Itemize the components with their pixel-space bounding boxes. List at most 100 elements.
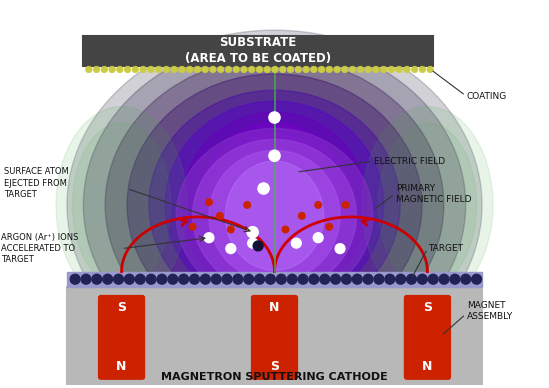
Circle shape	[266, 274, 276, 284]
Circle shape	[335, 244, 345, 253]
Circle shape	[349, 66, 356, 73]
Text: S: S	[117, 301, 126, 314]
Circle shape	[92, 274, 102, 284]
Circle shape	[404, 66, 410, 73]
Circle shape	[341, 274, 351, 284]
Circle shape	[258, 183, 269, 194]
Circle shape	[315, 202, 322, 208]
Circle shape	[374, 274, 384, 284]
Circle shape	[211, 274, 221, 284]
Circle shape	[253, 241, 263, 251]
Circle shape	[146, 274, 156, 284]
Bar	[83, 36, 433, 66]
Ellipse shape	[362, 107, 493, 303]
Circle shape	[450, 274, 460, 284]
Circle shape	[155, 66, 162, 73]
Circle shape	[373, 66, 379, 73]
Circle shape	[396, 66, 402, 73]
Circle shape	[217, 66, 224, 73]
Circle shape	[311, 66, 317, 73]
Circle shape	[341, 66, 348, 73]
Circle shape	[357, 66, 363, 73]
Circle shape	[222, 274, 232, 284]
Circle shape	[179, 274, 188, 284]
Circle shape	[264, 66, 271, 73]
Circle shape	[226, 244, 236, 253]
Ellipse shape	[378, 123, 477, 287]
Ellipse shape	[209, 150, 340, 281]
Circle shape	[461, 274, 470, 284]
Ellipse shape	[105, 57, 444, 352]
Text: TARGET: TARGET	[429, 244, 463, 253]
Circle shape	[256, 66, 263, 73]
Circle shape	[233, 274, 243, 284]
Circle shape	[124, 66, 131, 73]
Circle shape	[472, 274, 481, 284]
Circle shape	[269, 150, 280, 161]
Circle shape	[419, 66, 425, 73]
Text: ARGON (Ar⁺) IONS
ACCELERATED TO
TARGET: ARGON (Ar⁺) IONS ACCELERATED TO TARGET	[2, 233, 79, 264]
FancyBboxPatch shape	[251, 296, 298, 379]
Circle shape	[411, 66, 418, 73]
Circle shape	[200, 274, 210, 284]
Circle shape	[163, 66, 170, 73]
Circle shape	[217, 213, 223, 219]
Text: S: S	[270, 360, 279, 372]
Circle shape	[276, 274, 286, 284]
Circle shape	[407, 274, 416, 284]
FancyBboxPatch shape	[405, 296, 450, 379]
Circle shape	[313, 233, 323, 242]
Circle shape	[292, 238, 301, 248]
Circle shape	[299, 213, 305, 219]
Circle shape	[135, 274, 145, 284]
Circle shape	[318, 66, 325, 73]
Text: MAGNET
ASSEMBLY: MAGNET ASSEMBLY	[467, 301, 513, 322]
Circle shape	[334, 66, 340, 73]
Circle shape	[248, 238, 257, 248]
Circle shape	[178, 66, 185, 73]
Circle shape	[240, 66, 247, 73]
Circle shape	[210, 66, 216, 73]
Circle shape	[363, 274, 373, 284]
Circle shape	[428, 274, 438, 284]
Circle shape	[282, 226, 289, 233]
Circle shape	[157, 274, 167, 284]
Circle shape	[388, 66, 395, 73]
Circle shape	[140, 66, 147, 73]
Circle shape	[417, 274, 427, 284]
Circle shape	[86, 66, 92, 73]
Circle shape	[287, 274, 297, 284]
Circle shape	[125, 274, 135, 284]
Ellipse shape	[83, 41, 466, 369]
Circle shape	[204, 233, 214, 242]
Circle shape	[269, 112, 280, 123]
Circle shape	[148, 66, 154, 73]
Circle shape	[101, 66, 108, 73]
Circle shape	[168, 274, 178, 284]
Circle shape	[244, 274, 254, 284]
Ellipse shape	[176, 128, 373, 303]
Ellipse shape	[67, 30, 482, 380]
Circle shape	[352, 274, 362, 284]
Circle shape	[132, 66, 138, 73]
Circle shape	[342, 202, 349, 208]
Circle shape	[249, 66, 255, 73]
Text: N: N	[270, 301, 279, 314]
Bar	[67, 272, 482, 287]
Text: SURFACE ATOM
EJECTED FROM
TARGET: SURFACE ATOM EJECTED FROM TARGET	[4, 168, 69, 199]
Circle shape	[93, 66, 100, 73]
Circle shape	[298, 274, 308, 284]
Circle shape	[194, 66, 201, 73]
Circle shape	[81, 274, 91, 284]
Circle shape	[396, 274, 406, 284]
Text: N: N	[116, 360, 127, 372]
Circle shape	[206, 199, 212, 206]
Circle shape	[189, 223, 196, 230]
Circle shape	[116, 66, 123, 73]
Circle shape	[70, 274, 80, 284]
Circle shape	[244, 202, 250, 208]
Circle shape	[109, 66, 115, 73]
Circle shape	[287, 66, 294, 73]
Text: MAGNETRON SPUTTERING CATHODE: MAGNETRON SPUTTERING CATHODE	[161, 372, 388, 383]
Ellipse shape	[198, 123, 351, 287]
